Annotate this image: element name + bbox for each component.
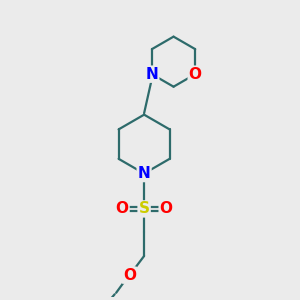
Text: O: O — [189, 67, 202, 82]
Text: O: O — [116, 201, 128, 216]
Text: O: O — [123, 268, 136, 283]
Text: N: N — [138, 166, 151, 181]
Text: O: O — [160, 201, 173, 216]
Text: N: N — [146, 67, 158, 82]
Text: S: S — [139, 201, 150, 216]
